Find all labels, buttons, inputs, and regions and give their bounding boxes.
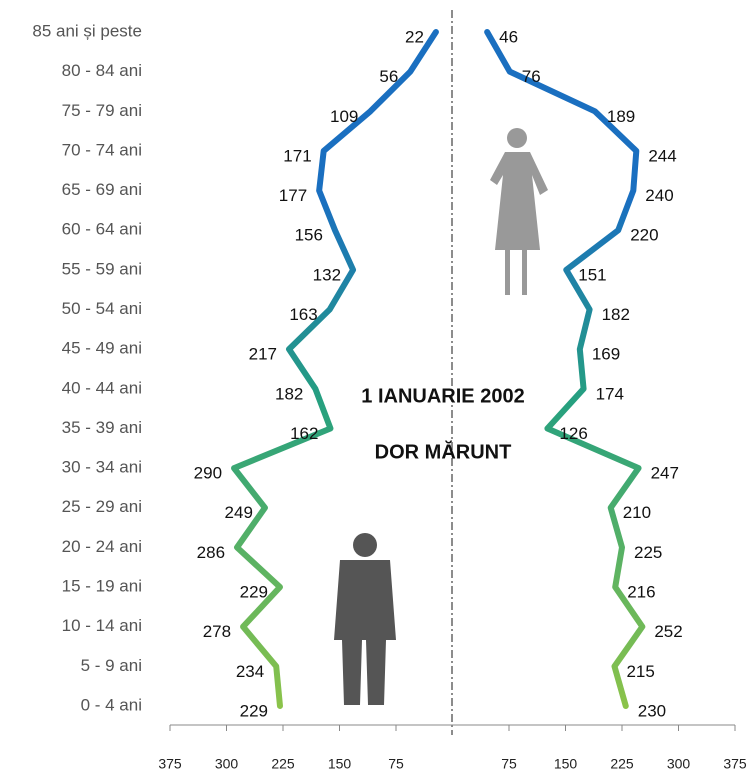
data-label: 225 bbox=[634, 543, 662, 562]
data-label: 252 bbox=[654, 622, 682, 641]
y-tick-label: 20 - 24 ani bbox=[62, 537, 142, 556]
data-label: 169 bbox=[592, 345, 620, 364]
y-tick-label: 85 ani și peste bbox=[32, 21, 142, 40]
data-label: 229 bbox=[240, 583, 268, 602]
y-tick-label: 45 - 49 ani bbox=[62, 339, 142, 358]
data-label: 249 bbox=[225, 503, 253, 522]
data-label: 230 bbox=[638, 701, 666, 720]
y-tick-label: 30 - 34 ani bbox=[62, 458, 142, 477]
y-tick-label: 75 - 79 ani bbox=[62, 101, 142, 120]
data-label: 76 bbox=[522, 67, 541, 86]
x-tick-label: 75 bbox=[388, 756, 404, 772]
man-icon bbox=[334, 533, 396, 705]
annotation: DOR MĂRUNT bbox=[375, 440, 512, 463]
data-label: 290 bbox=[194, 464, 222, 483]
x-tick-label: 300 bbox=[667, 756, 691, 772]
data-label: 151 bbox=[578, 265, 606, 284]
data-label: 177 bbox=[279, 186, 307, 205]
data-label: 247 bbox=[651, 464, 679, 483]
y-tick-label: 40 - 44 ani bbox=[62, 378, 142, 397]
y-tick-label: 80 - 84 ani bbox=[62, 61, 142, 80]
x-tick-label: 225 bbox=[610, 756, 634, 772]
x-tick-label: 150 bbox=[554, 756, 578, 772]
x-tick-label: 150 bbox=[328, 756, 352, 772]
data-label: 109 bbox=[330, 107, 358, 126]
y-tick-label: 15 - 19 ani bbox=[62, 577, 142, 596]
data-label: 286 bbox=[197, 543, 225, 562]
y-tick-label: 35 - 39 ani bbox=[62, 418, 142, 437]
data-label: 46 bbox=[499, 27, 518, 46]
data-label: 240 bbox=[645, 186, 673, 205]
x-tick-label: 75 bbox=[501, 756, 517, 772]
data-label: 162 bbox=[290, 424, 318, 443]
data-label: 132 bbox=[313, 265, 341, 284]
y-tick-label: 5 - 9 ani bbox=[81, 656, 142, 675]
data-label: 210 bbox=[623, 503, 651, 522]
data-label: 244 bbox=[648, 146, 676, 165]
data-label: 216 bbox=[627, 583, 655, 602]
y-tick-label: 70 - 74 ani bbox=[62, 140, 142, 159]
x-tick-label: 225 bbox=[271, 756, 295, 772]
data-label: 22 bbox=[405, 27, 424, 46]
data-label: 182 bbox=[275, 384, 303, 403]
annotation: 1 IANUARIE 2002 bbox=[361, 385, 524, 407]
data-label: 278 bbox=[203, 622, 231, 641]
data-label: 182 bbox=[602, 305, 630, 324]
y-tick-label: 55 - 59 ani bbox=[62, 259, 142, 278]
x-tick-label: 375 bbox=[158, 756, 182, 772]
data-label: 171 bbox=[283, 146, 311, 165]
data-label: 220 bbox=[630, 226, 658, 245]
y-tick-label: 50 - 54 ani bbox=[62, 299, 142, 318]
population-line bbox=[234, 32, 436, 706]
data-label: 163 bbox=[289, 305, 317, 324]
y-tick-label: 60 - 64 ani bbox=[62, 220, 142, 239]
data-label: 189 bbox=[607, 107, 635, 126]
woman-icon bbox=[490, 128, 548, 295]
x-tick-label: 375 bbox=[723, 756, 747, 772]
y-tick-label: 25 - 29 ani bbox=[62, 497, 142, 516]
data-label: 56 bbox=[379, 67, 398, 86]
data-label: 126 bbox=[559, 424, 587, 443]
y-tick-label: 65 - 69 ani bbox=[62, 180, 142, 199]
data-label: 174 bbox=[596, 384, 624, 403]
x-tick-label: 300 bbox=[215, 756, 239, 772]
data-label: 229 bbox=[240, 701, 268, 720]
data-label: 215 bbox=[626, 662, 654, 681]
data-label: 217 bbox=[249, 345, 277, 364]
data-label: 156 bbox=[295, 226, 323, 245]
y-tick-label: 10 - 14 ani bbox=[62, 616, 142, 635]
data-label: 234 bbox=[236, 662, 264, 681]
chart: 1 IANUARIE 2002 DOR MĂRUNT 375 300 225 150 7… bbox=[0, 0, 751, 775]
y-tick-label: 0 - 4 ani bbox=[81, 695, 142, 714]
